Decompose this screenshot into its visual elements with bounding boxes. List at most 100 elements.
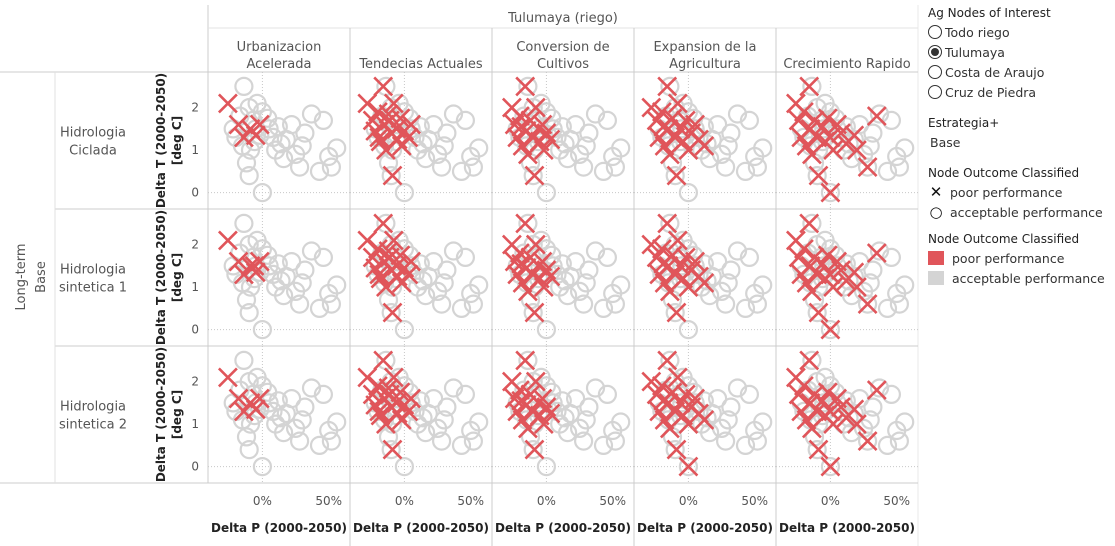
x-axis-title: Delta P (2000-2050) xyxy=(495,521,631,535)
acceptable-point xyxy=(376,350,396,370)
poor-point xyxy=(524,302,545,323)
acceptable-point xyxy=(863,397,883,417)
acceptable-point xyxy=(735,298,756,318)
y-tick-label: 0 xyxy=(191,460,199,474)
poor-point xyxy=(641,371,662,392)
acceptable-point xyxy=(451,435,472,455)
acceptable-point xyxy=(715,294,736,314)
acceptable-point xyxy=(518,213,538,233)
acceptable-point xyxy=(593,435,614,455)
radio-icon[interactable] xyxy=(928,45,942,59)
poor-point xyxy=(515,76,536,97)
poor-point xyxy=(799,76,820,97)
acceptable-point xyxy=(697,271,717,291)
acceptable-point xyxy=(469,412,489,432)
poor-point xyxy=(866,106,887,127)
acceptable-point xyxy=(573,294,594,314)
acceptable-point xyxy=(721,123,741,143)
radio-icon[interactable] xyxy=(928,25,942,39)
poor-point xyxy=(233,127,254,148)
poor-point xyxy=(401,388,422,409)
legend-shape-acceptable[interactable]: ○ acceptable performance xyxy=(928,202,1113,222)
legend-node-label: Costa de Araujo xyxy=(945,64,1045,80)
poor-point xyxy=(511,390,532,411)
poor-point xyxy=(245,262,266,283)
poor-point xyxy=(228,251,249,272)
acceptable-point xyxy=(807,303,827,323)
x-tick-label: 50% xyxy=(457,494,484,508)
scatter-panel xyxy=(634,346,776,483)
legend-shape-poor[interactable]: ✕ poor performance xyxy=(928,182,1113,202)
acceptable-point xyxy=(523,303,543,323)
poor-point xyxy=(654,272,675,293)
acceptable-point xyxy=(276,266,296,287)
poor-point xyxy=(820,182,841,203)
acceptable-point xyxy=(523,166,543,186)
acceptable-point xyxy=(271,408,291,428)
poor-point xyxy=(540,129,561,150)
acceptable-point xyxy=(718,273,738,293)
legend-node-option[interactable]: Tulumaya xyxy=(928,42,1113,62)
acceptable-point xyxy=(382,277,403,297)
acceptable-point xyxy=(252,183,272,203)
scatter-panel xyxy=(776,72,918,209)
poor-point xyxy=(217,230,238,251)
acceptable-point xyxy=(597,110,618,131)
acceptable-point xyxy=(739,110,760,131)
poor-point xyxy=(823,140,844,161)
x-axis-title: Delta P (2000-2050) xyxy=(353,521,489,535)
column-header: Tendecias Actuales xyxy=(358,57,483,72)
acceptable-point xyxy=(536,457,557,477)
poor-point xyxy=(685,388,706,409)
poor-point xyxy=(666,165,687,186)
acceptable-point xyxy=(877,161,898,181)
acceptable-point xyxy=(274,149,294,169)
poor-color-swatch xyxy=(928,251,944,265)
poor-point xyxy=(524,165,545,186)
acceptable-point xyxy=(327,138,347,158)
row-header: sintetica 1 xyxy=(59,281,127,296)
poor-point xyxy=(667,230,688,251)
acceptable-point xyxy=(313,110,333,131)
scatter-panel xyxy=(492,72,634,209)
legend-node-option[interactable]: Todo riego xyxy=(928,22,1113,42)
acceptable-point xyxy=(295,260,315,280)
acceptable-point xyxy=(434,273,454,293)
legend-node-option[interactable]: Costa de Araujo xyxy=(928,62,1113,82)
acceptable-point xyxy=(727,378,748,398)
acceptable-point xyxy=(820,320,841,340)
acceptable-point xyxy=(579,123,599,143)
poor-point xyxy=(524,439,545,460)
poor-point xyxy=(694,272,715,293)
acceptable-point xyxy=(715,157,736,177)
row-group-label: Base xyxy=(34,261,49,293)
acceptable-point xyxy=(877,298,898,318)
acceptable-point xyxy=(290,157,310,177)
legend-shape-acceptable-label: acceptable performance xyxy=(950,204,1103,220)
acceptable-point xyxy=(463,431,483,451)
poor-point xyxy=(525,234,546,255)
legend-node-option[interactable]: Cruz de Piedra xyxy=(928,82,1113,102)
acceptable-point xyxy=(455,384,475,404)
legend-color-acceptable[interactable]: acceptable performance xyxy=(928,268,1113,288)
acceptable-point xyxy=(536,320,557,340)
x-axis-title: Delta P (2000-2050) xyxy=(211,521,347,535)
acceptable-point xyxy=(802,350,822,370)
y-tick-label: 1 xyxy=(191,280,199,294)
legend-color-poor[interactable]: poor performance xyxy=(928,248,1113,268)
radio-icon[interactable] xyxy=(928,65,942,79)
acceptable-point xyxy=(660,76,680,97)
scatter-panel xyxy=(350,346,492,483)
acceptable-point xyxy=(432,431,452,451)
poor-point xyxy=(657,213,678,234)
poor-point xyxy=(382,439,403,460)
poor-point xyxy=(245,399,266,420)
radio-icon[interactable] xyxy=(928,85,942,99)
poor-point xyxy=(378,241,399,261)
acceptable-point xyxy=(292,273,312,293)
y-axis-title: [deg C] xyxy=(170,253,184,302)
acceptable-point xyxy=(889,157,910,177)
poor-point xyxy=(245,125,266,146)
acceptable-point xyxy=(394,457,414,477)
poor-point xyxy=(820,264,841,285)
